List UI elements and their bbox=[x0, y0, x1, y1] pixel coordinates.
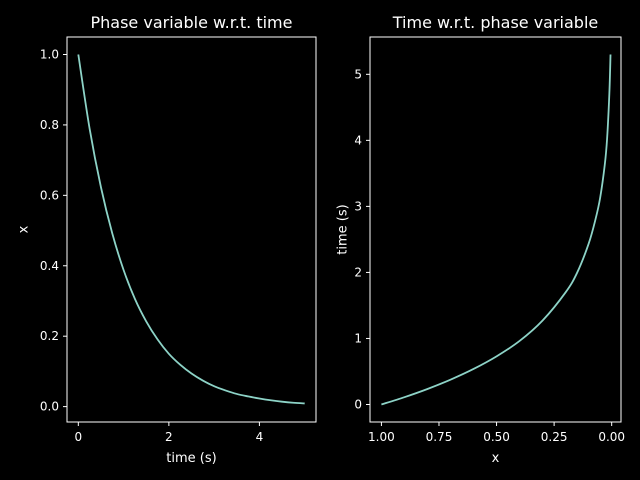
axes-frame bbox=[66, 36, 317, 423]
y-tick-label: 3 bbox=[354, 199, 362, 213]
y-tick-label: 5 bbox=[354, 67, 362, 81]
x-tick-label: 2 bbox=[165, 430, 173, 444]
y-tick-label: 0.6 bbox=[40, 188, 59, 202]
axes-frame bbox=[369, 36, 622, 423]
y-axis-label: x bbox=[17, 225, 32, 233]
series-line bbox=[77, 54, 305, 405]
x-tick-label: 0.25 bbox=[541, 430, 568, 444]
series-line bbox=[381, 54, 612, 406]
x-tick-label: 0.75 bbox=[426, 430, 453, 444]
y-tick-label: 1.0 bbox=[40, 48, 59, 62]
x-tick-label: 0.50 bbox=[483, 430, 510, 444]
y-tick-label: 2 bbox=[354, 265, 362, 279]
y-tick-label: 0.8 bbox=[40, 118, 59, 132]
y-tick-label: 4 bbox=[354, 133, 362, 147]
ticks: 1.00 0.75 0.50 0.25 0.00 0 1 2 3 4 5 bbox=[354, 67, 625, 444]
ticks: 0 2 4 0.0 0.2 0.4 0.6 0.8 1.0 bbox=[40, 48, 263, 445]
x-tick-label: 1.00 bbox=[368, 430, 395, 444]
y-tick-label: 1 bbox=[354, 331, 362, 345]
chart-phase-vs-time: Phase variable w.r.t. time time (s) x 0 2… bbox=[17, 13, 317, 466]
x-axis-label: time (s) bbox=[166, 451, 216, 466]
chart-title: Phase variable w.r.t. time bbox=[91, 13, 293, 32]
x-tick-label: 0.00 bbox=[598, 430, 625, 444]
x-tick-label: 0 bbox=[74, 430, 82, 444]
y-axis-label: time (s) bbox=[336, 204, 351, 254]
y-tick-label: 0.4 bbox=[40, 259, 59, 273]
y-tick-label: 0.0 bbox=[40, 400, 59, 414]
x-tick-label: 4 bbox=[256, 430, 264, 444]
y-tick-label: 0 bbox=[354, 398, 362, 412]
x-axis-label: x bbox=[492, 451, 500, 466]
chart-title: Time w.r.t. phase variable bbox=[392, 13, 599, 32]
chart-time-vs-phase: Time w.r.t. phase variable x time (s) 1.… bbox=[336, 13, 626, 466]
y-tick-label: 0.2 bbox=[40, 329, 59, 343]
